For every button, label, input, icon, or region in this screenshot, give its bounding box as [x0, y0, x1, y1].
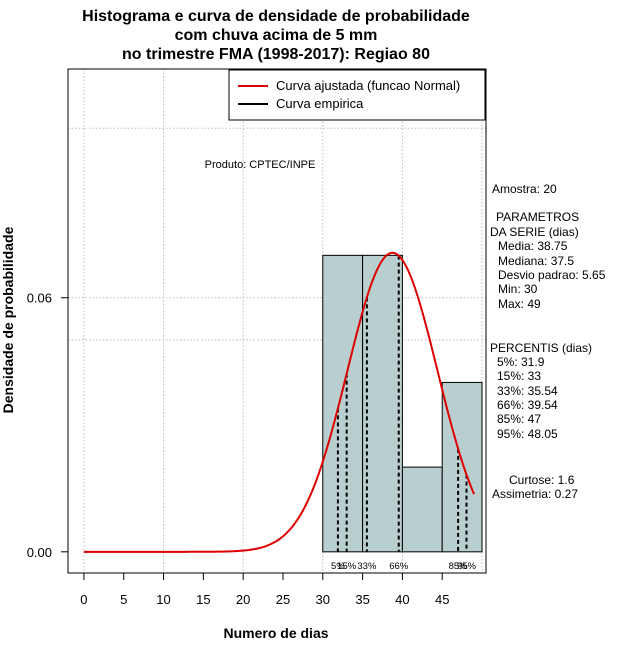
x-tick-label-0: 0 — [80, 592, 87, 607]
histogram-bar-2 — [362, 254, 403, 553]
chart-title-line-3: no trimestre FMA (1998-2017): Regiao 80 — [122, 46, 430, 63]
x-axis-title: Numero de dias — [223, 625, 328, 641]
legend-label-fit: Curva ajustada (funcao Normal) — [276, 78, 460, 93]
chart-title-line-1: Histograma e curva de densidade de proba… — [82, 8, 470, 25]
stat-params-subheader: DA SERIE (dias) — [490, 225, 579, 239]
x-tick-label-3: 15 — [196, 592, 210, 607]
normal-fit-curve-group — [83, 251, 475, 553]
percentile-lines — [336, 255, 468, 552]
x-tick-label-2: 10 — [156, 592, 170, 607]
x-tick-label-9: 45 — [435, 592, 449, 607]
percentile-label-6: 95% — [457, 561, 477, 572]
x-tick-label-8: 40 — [395, 592, 409, 607]
y-tick-label-1: 0.06 — [27, 291, 52, 306]
normal-fit-curve — [83, 251, 475, 553]
x-tick-label-1: 5 — [120, 592, 127, 607]
stat-median: Mediana: 37.5 — [498, 254, 574, 268]
x-tick-label-6: 30 — [316, 592, 330, 607]
stat-min: Min: 30 — [498, 282, 538, 296]
percentile-label-3: 33% — [357, 561, 377, 572]
percentile-labels: 5%15% 33% 66% 85%95% — [331, 561, 477, 572]
x-tick-label-7: 35 — [355, 592, 369, 607]
histogram-bar-1 — [322, 254, 364, 553]
stat-p66: 66%: 39.54 — [497, 398, 558, 412]
legend-label-empirical: Curva empirica — [276, 96, 364, 111]
legend-box — [228, 69, 486, 121]
stat-sd: Desvio padrao: 5.65 — [498, 268, 606, 282]
stat-percentiles-header: PERCENTIS (dias) — [490, 341, 592, 355]
chart-title-line-2: com chuva acima de 5 mm — [175, 27, 378, 44]
stat-kurtosis: Curtose: 1.6 — [509, 473, 575, 487]
x-tick-label-5: 25 — [276, 592, 290, 607]
percentile-label-1: 5% — [331, 561, 345, 572]
y-tick-label-0: 0.00 — [27, 545, 52, 560]
histogram-bar-4 — [441, 381, 483, 553]
stat-sample: Amostra: 20 — [492, 182, 557, 196]
percentile-label-5: 85% — [449, 561, 469, 572]
histogram-bars — [322, 254, 483, 553]
stat-p15: 15%: 33 — [497, 369, 541, 383]
stat-skewness: Assimetria: 0.27 — [492, 487, 578, 501]
y-axis: 0.00 0.06 — [27, 291, 69, 560]
x-axis: 0 5 10 15 20 25 30 35 40 45 — [80, 572, 449, 607]
legend: Curva ajustada (funcao Normal) Curva emp… — [228, 69, 486, 121]
stat-p95: 95%: 48.05 — [497, 427, 558, 441]
percentile-label-4: 66% — [389, 561, 409, 572]
stat-p85: 85%: 47 — [497, 412, 541, 426]
stat-p33: 33%: 35.54 — [497, 384, 558, 398]
stat-params-header: PARAMETROS — [496, 210, 579, 224]
x-tick-label-4: 20 — [236, 592, 250, 607]
stat-mean: Media: 38.75 — [498, 239, 568, 253]
histogram-bar-3 — [401, 466, 443, 553]
stat-max: Max: 49 — [498, 297, 541, 311]
percentile-label-2: 15% — [337, 561, 357, 572]
stat-p5: 5%: 31.9 — [497, 355, 545, 369]
y-axis-title: Densidade de probabilidade — [0, 226, 16, 413]
stats-panel: Amostra: 20 PARAMETROS DA SERIE (dias) M… — [490, 182, 606, 501]
product-label: Produto: CPTEC/INPE — [205, 159, 316, 171]
